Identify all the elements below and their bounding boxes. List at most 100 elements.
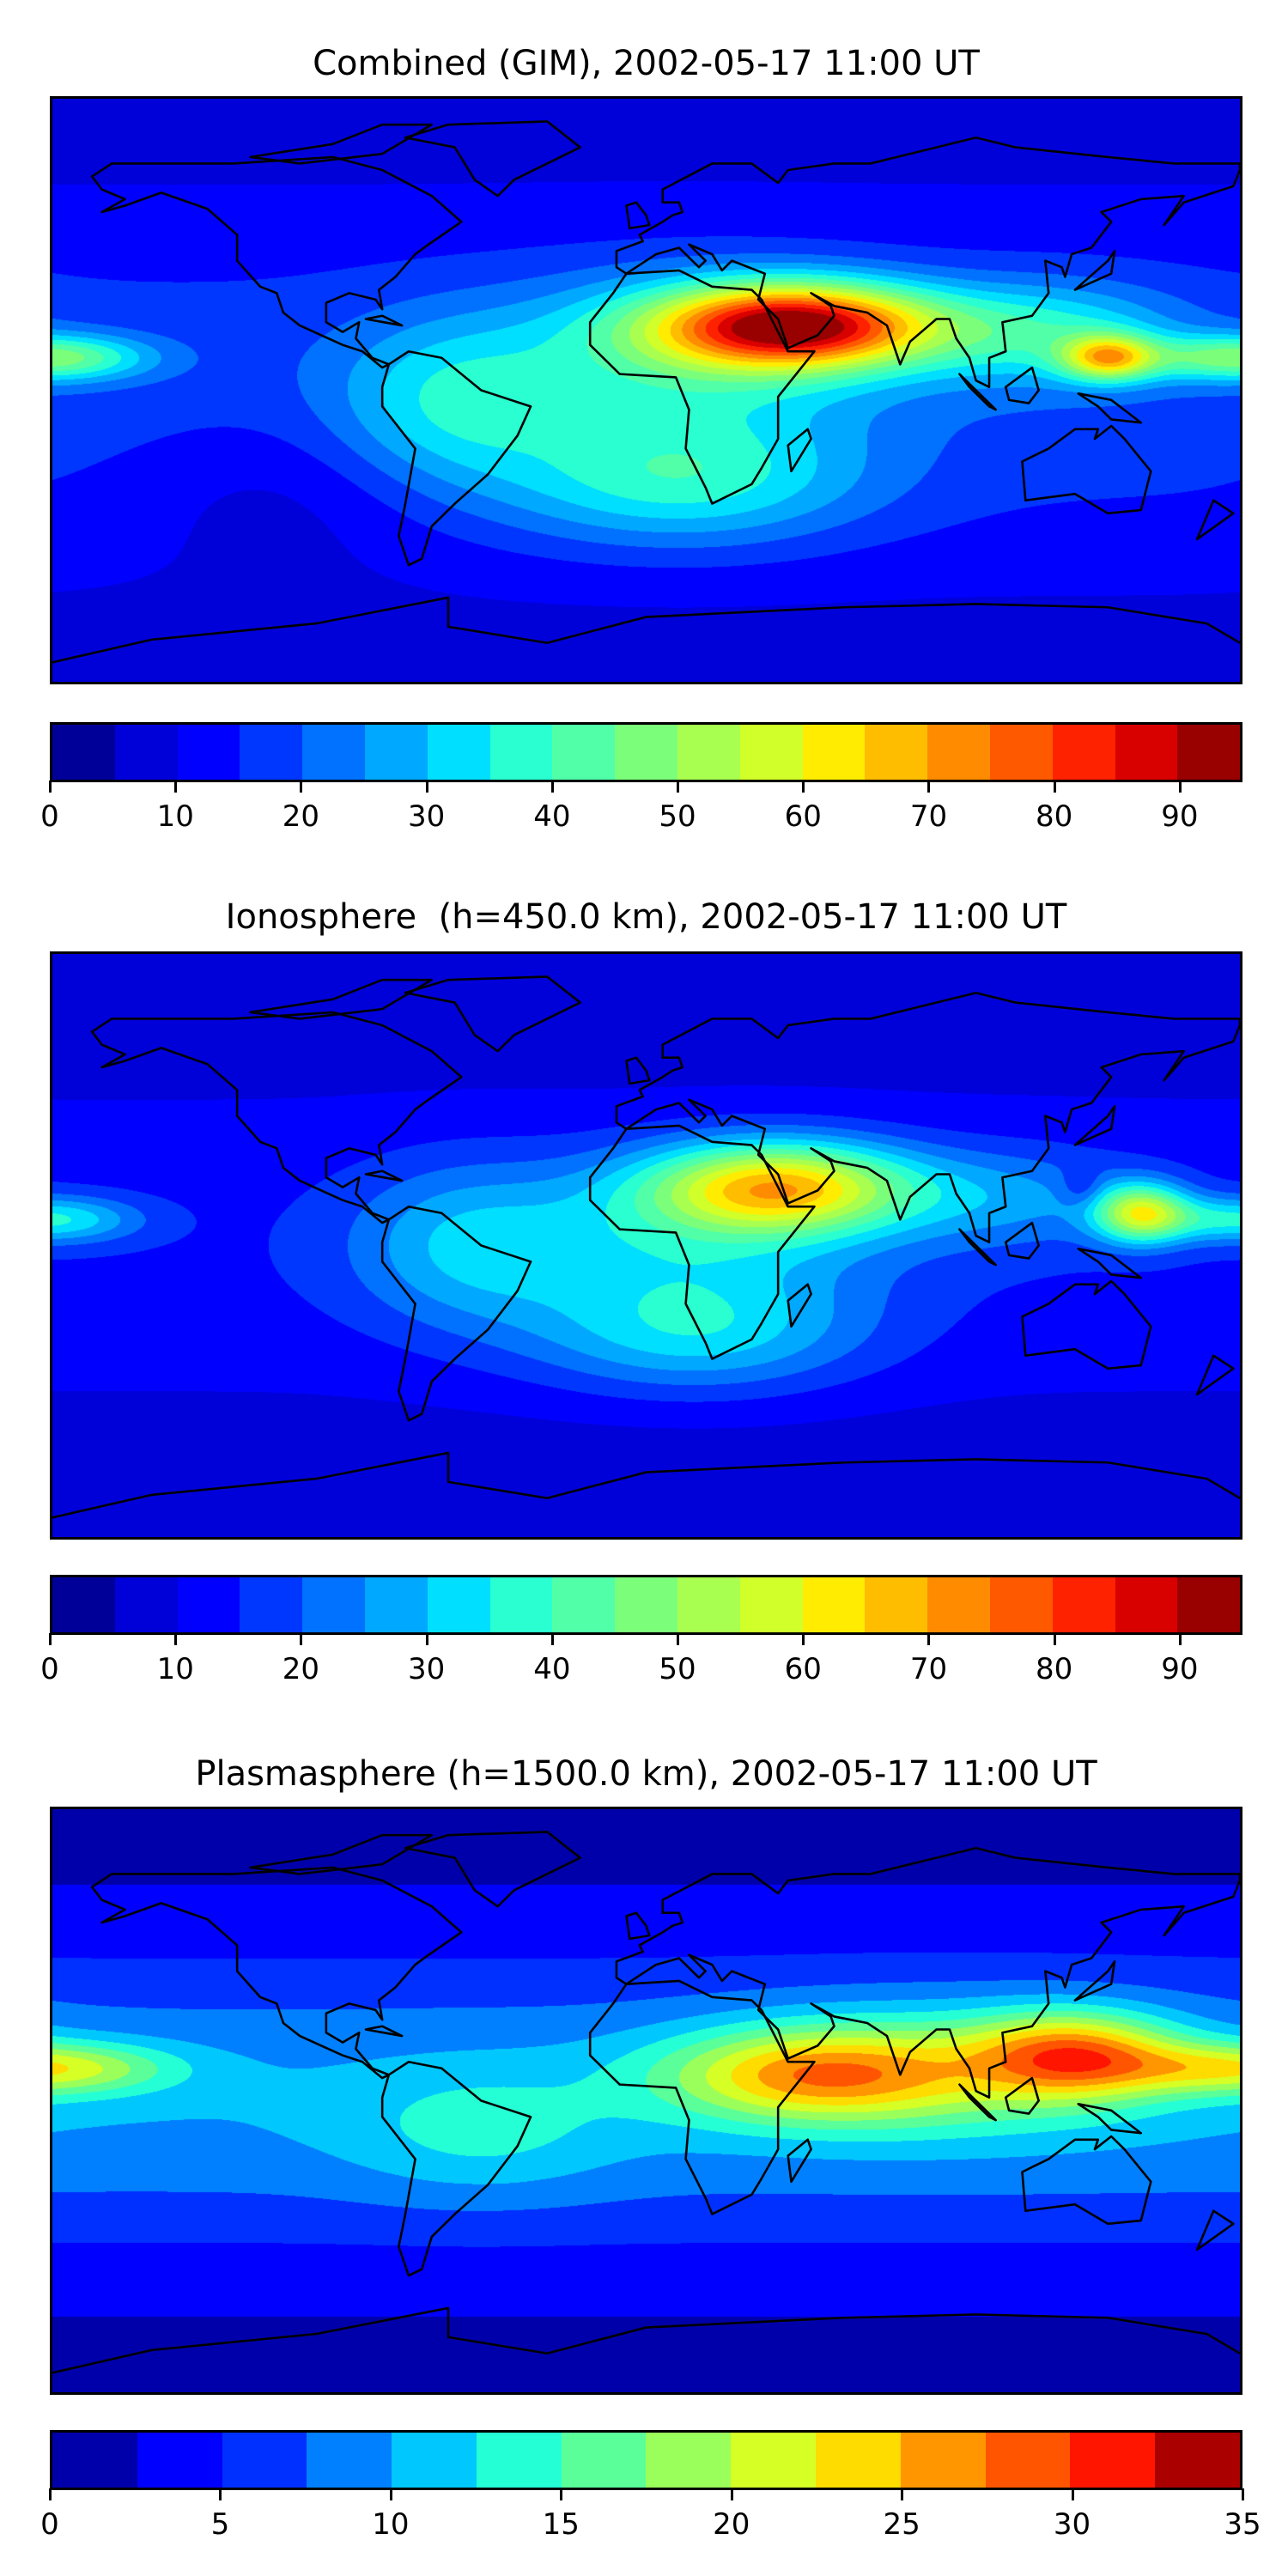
coastline-north-america [92,157,461,368]
coastline-arctic-islands [251,125,432,163]
colorbar-segment [552,1577,616,1632]
coastline-africa [590,1126,814,1359]
colorbar-segment [677,1577,740,1632]
coastline-antarctica [52,2308,1240,2372]
colorbar-plasmasphere [50,2430,1242,2490]
colorbar-segment [177,1577,240,1632]
coastline-new-zealand [1197,501,1233,539]
colorbar-tick-label: 40 [533,1652,571,1686]
coastline-sumatra [959,374,995,410]
colorbar-segment [1052,1577,1115,1632]
coastline-north-america [92,1868,461,2078]
coastline-new-guinea [1078,393,1141,422]
colorbar-segment [240,725,303,780]
colorbar-segment [1177,725,1241,780]
title-combined: Combined (GIM), 2002-05-17 11:00 UT [313,44,980,83]
colorbar-segment [1070,2433,1156,2488]
colorbar-tick [1053,781,1056,793]
coastlines-combined [52,99,1240,682]
colorbar-tick [677,1633,680,1645]
coastline-eurasia [617,1848,1240,2097]
contour-field-ionosphere [52,954,1240,1537]
coastline-arctic-islands [251,980,432,1018]
contour-field-combined [52,99,1240,682]
colorbar-segment [302,725,365,780]
colorbar-tick-label: 30 [1053,2507,1091,2542]
colorbar-tick-label: 60 [784,799,822,834]
coastline-madagascar [788,1285,811,1327]
colorbar-tick-label: 70 [909,799,948,834]
colorbar-ticks-plasmasphere: 0 5 10 15 20 25 30 35 [40,2488,1261,2557]
colorbar-ticks-ionosphere: 0 10 20 30 40 50 60 70 80 90 [40,1633,1242,1702]
coastline-britain [626,1058,649,1084]
colorbar-tick [1178,781,1182,793]
coastlines-plasmasphere [52,1809,1240,2392]
colorbar-tick [174,1633,178,1645]
coastline-arctic-islands [251,1835,432,1874]
colorbar-tick [1242,2488,1244,2500]
colorbar-segment [865,1577,928,1632]
colorbar-ionosphere [50,1575,1242,1635]
colorbar-segment [489,1577,553,1632]
colorbar-tick [49,1633,52,1645]
coastline-cuba [366,316,402,325]
coastline-cuba [366,2026,402,2036]
colorbar-segment [816,2433,901,2488]
colorbar-segment [307,2433,392,2488]
contour-field-plasmasphere [52,1809,1240,2392]
coastline-africa [590,1981,814,2215]
colorbar-ticks-combined: 0 10 20 30 40 50 60 70 80 90 [40,781,1242,849]
colorbar-segment [427,1577,490,1632]
colorbar-tick [560,2488,563,2500]
colorbar-segment [731,2433,817,2488]
colorbar-tick-label: 5 [210,2507,230,2542]
colorbar-segment [1155,2433,1240,2488]
coastline-south-america [382,2062,531,2275]
colorbar-tick-label: 0 [40,799,59,834]
colorbar-segment [114,725,178,780]
colorbar-segment [615,1577,677,1632]
coastline-greenland [405,121,580,196]
colorbar-tick-label: 50 [659,799,696,834]
colorbar-tick-label: 50 [659,1652,696,1686]
colorbar-tick-label: 25 [883,2507,920,2542]
coastline-greenland [405,976,580,1051]
colorbar-segment [927,725,990,780]
colorbar-tick-label: 30 [407,1652,446,1686]
colorbar-segment [646,2433,732,2488]
coastline-australia [1022,2136,1151,2224]
map-ionosphere [50,951,1242,1540]
coastline-borneo [1005,1223,1038,1258]
colorbar-tick-label: 10 [156,799,194,834]
colorbar-tick-label: 20 [282,799,320,834]
colorbar-segment [1115,1577,1178,1632]
colorbar-tick [1178,1633,1182,1645]
colorbar-tick-label: 10 [372,2507,410,2542]
colorbar-tick-label: 10 [156,1652,194,1686]
colorbar-tick-label: 90 [1161,799,1199,834]
coastline-africa [590,270,814,504]
title-ionosphere: Ionosphere (h=450.0 km), 2002-05-17 11:0… [225,897,1067,937]
colorbar-tick-label: 20 [282,1652,320,1686]
colorbar-tick [219,2488,222,2500]
colorbar-segment [302,1577,365,1632]
colorbar-tick-label: 90 [1161,1652,1199,1686]
colorbar-tick-label: 30 [407,799,446,834]
coastline-australia [1022,426,1151,513]
colorbar-segment [989,725,1053,780]
colorbar-tick [1071,2488,1074,2500]
coastline-new-zealand [1197,1356,1233,1394]
colorbar-segment [865,725,928,780]
colorbar-segment [364,1577,428,1632]
coastline-britain [626,1913,649,1939]
coastline-new-zealand [1197,2211,1233,2250]
colorbar-tick [927,781,931,793]
coastline-madagascar [788,429,811,471]
colorbar-tick [49,781,52,793]
colorbar-segment [802,725,866,780]
colorbar-tick-label: 0 [40,2507,59,2542]
coastline-sumatra [959,2085,995,2120]
colorbar-tick-label: 80 [1036,1652,1073,1686]
colorbar-tick-label: 70 [909,1652,948,1686]
colorbar-segment [615,725,677,780]
